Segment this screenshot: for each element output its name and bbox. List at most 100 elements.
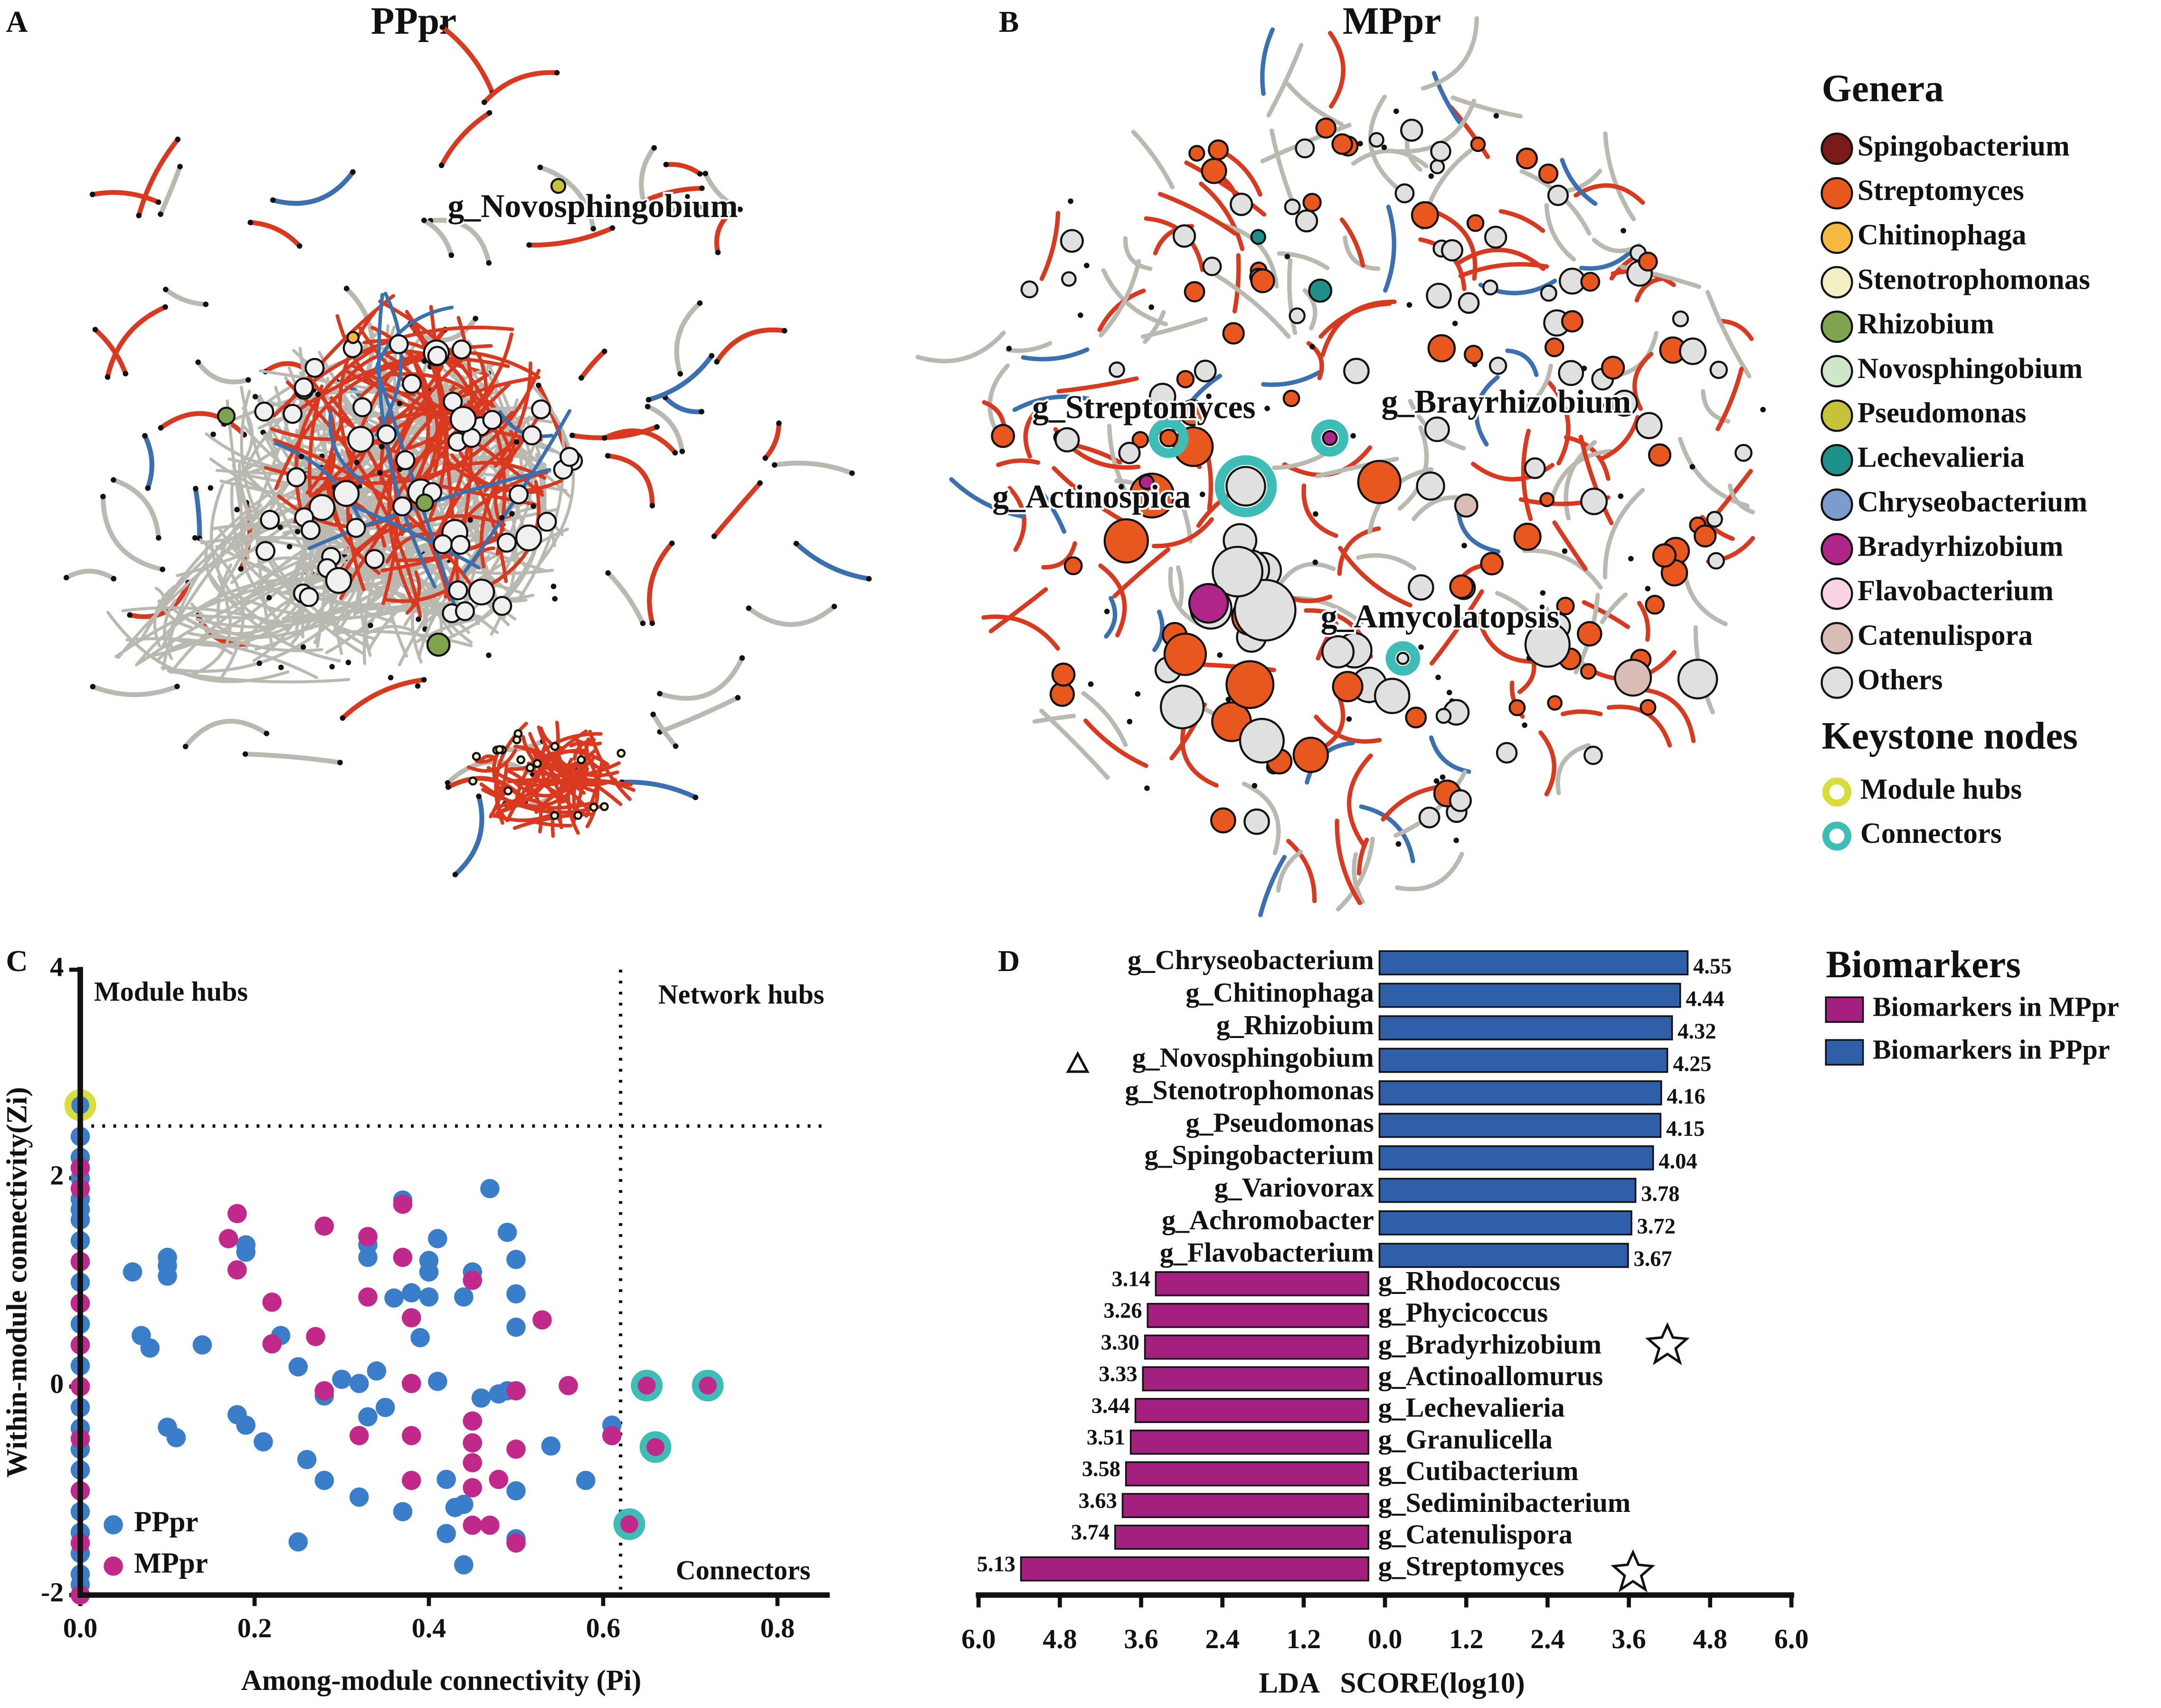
node xyxy=(645,404,651,409)
node xyxy=(376,424,397,444)
value-label: 3.14 xyxy=(1112,1267,1150,1291)
node xyxy=(92,327,98,332)
node xyxy=(729,209,735,215)
category-label: g_Lechevalieria xyxy=(1378,1392,1565,1423)
category-label: g_Spingobacterium xyxy=(1144,1140,1374,1170)
node xyxy=(448,252,455,258)
edge xyxy=(1277,562,1336,588)
node xyxy=(1343,358,1370,385)
edge xyxy=(1314,714,1382,744)
edge xyxy=(340,677,427,721)
node xyxy=(247,219,253,226)
node xyxy=(1618,493,1624,499)
point xyxy=(471,1388,491,1408)
legend-swatch xyxy=(1825,1039,1864,1066)
point xyxy=(358,1247,378,1267)
edge xyxy=(988,587,1048,633)
keystone-ring xyxy=(613,1508,645,1540)
node-label: g_Brayrhizobium xyxy=(1381,384,1631,420)
node xyxy=(1621,228,1626,234)
y-tick-label: 4 xyxy=(50,951,64,982)
x-tick-label: 1.2 xyxy=(1449,1623,1484,1654)
edge xyxy=(1606,704,1672,748)
node xyxy=(1284,254,1290,260)
point xyxy=(349,1374,369,1393)
edge xyxy=(1175,565,1184,611)
node xyxy=(831,604,837,610)
node xyxy=(193,486,199,491)
x-axis-label: LDA SCORE(log10) xyxy=(1259,1668,1525,1699)
category-label: g_Phycicoccus xyxy=(1378,1297,1548,1328)
keystone-ring xyxy=(1214,455,1277,518)
node xyxy=(1210,807,1236,834)
category-label: g_Chryseobacterium xyxy=(1128,944,1374,975)
point xyxy=(393,1247,413,1267)
node xyxy=(1679,337,1707,365)
edge xyxy=(344,286,375,382)
edge xyxy=(193,486,202,541)
node xyxy=(1395,841,1402,847)
legend-label: Lechevalieria xyxy=(1858,442,2025,473)
point xyxy=(314,1216,334,1236)
node xyxy=(1482,279,1498,296)
node xyxy=(1322,430,1338,446)
edge xyxy=(1555,743,1591,795)
edge xyxy=(158,411,247,437)
edge xyxy=(230,556,301,585)
legend-swatch xyxy=(1820,355,1853,387)
node xyxy=(443,391,463,412)
edge xyxy=(1397,98,1477,154)
value-label: 3.44 xyxy=(1091,1394,1130,1418)
node xyxy=(1188,145,1205,162)
point xyxy=(506,1284,526,1304)
node xyxy=(392,496,413,517)
node xyxy=(1760,406,1766,413)
edge xyxy=(1261,370,1321,387)
node xyxy=(415,493,434,512)
edge xyxy=(1012,394,1090,412)
node xyxy=(1458,292,1480,314)
edge xyxy=(651,200,704,213)
node xyxy=(1466,214,1485,232)
edge xyxy=(1552,520,1588,571)
node xyxy=(1184,281,1205,302)
node xyxy=(559,447,580,467)
edge xyxy=(949,477,1025,519)
edge xyxy=(486,766,570,787)
edge xyxy=(482,70,559,105)
point xyxy=(463,1453,483,1472)
node xyxy=(1411,201,1439,229)
node xyxy=(1454,493,1479,518)
edge xyxy=(248,582,406,638)
point xyxy=(227,1260,247,1280)
node xyxy=(1488,357,1507,375)
node xyxy=(347,425,374,453)
node xyxy=(573,811,583,820)
node xyxy=(1020,280,1039,299)
edge xyxy=(188,603,367,640)
node xyxy=(645,397,652,403)
node xyxy=(669,540,675,546)
bar xyxy=(1378,982,1681,1008)
value-label: 4.25 xyxy=(1673,1052,1711,1076)
node xyxy=(1544,337,1564,358)
node xyxy=(278,664,284,670)
legend-swatch xyxy=(1825,996,1864,1023)
node xyxy=(1063,556,1083,576)
edge xyxy=(1521,428,1533,521)
bar xyxy=(1378,1145,1654,1170)
edge xyxy=(199,538,245,679)
legend-swatch xyxy=(1820,444,1853,477)
annotation: Module hubs xyxy=(94,976,248,1007)
node xyxy=(1054,427,1080,453)
node xyxy=(1406,302,1412,308)
bar xyxy=(1147,1302,1370,1328)
x-tick-label: 6.0 xyxy=(961,1623,995,1654)
edge xyxy=(173,608,298,635)
triangle-marker xyxy=(1066,1051,1090,1073)
node xyxy=(1484,226,1507,249)
node xyxy=(1006,346,1012,351)
node xyxy=(421,677,427,683)
category-label: g_Sediminibacterium xyxy=(1378,1487,1631,1518)
panel-letter: A xyxy=(6,5,28,38)
